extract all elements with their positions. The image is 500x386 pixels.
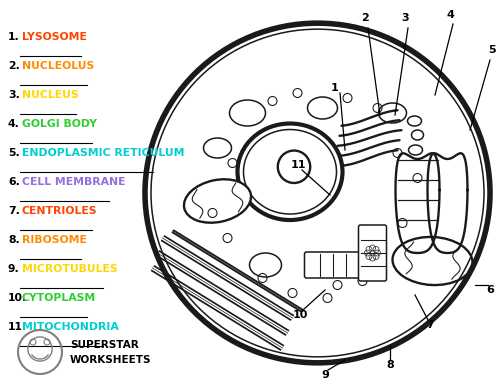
Text: 9.: 9. (8, 264, 20, 274)
Ellipse shape (184, 179, 251, 223)
Text: 7.: 7. (8, 206, 20, 216)
Text: 1: 1 (331, 83, 339, 93)
Text: MICROTUBULES: MICROTUBULES (22, 264, 118, 274)
Text: CELL MEMBRANE: CELL MEMBRANE (22, 177, 126, 187)
Text: 8.: 8. (8, 235, 20, 245)
Text: 3: 3 (401, 13, 409, 23)
Text: 11: 11 (290, 160, 306, 170)
Text: 10: 10 (292, 310, 308, 320)
Text: MITOCHONDRIA: MITOCHONDRIA (22, 322, 119, 332)
Text: 8: 8 (386, 360, 394, 370)
Text: ENDOPLASMIC RETICULUM: ENDOPLASMIC RETICULUM (22, 148, 184, 158)
Text: NUCLEUS: NUCLEUS (22, 90, 78, 100)
Text: 6: 6 (486, 285, 494, 295)
Text: RIBOSOME: RIBOSOME (22, 235, 87, 245)
Text: 2: 2 (361, 13, 369, 23)
Text: 10.: 10. (8, 293, 27, 303)
Ellipse shape (238, 124, 343, 220)
Text: 3.: 3. (8, 90, 20, 100)
Text: WORKSHEETS: WORKSHEETS (70, 355, 152, 365)
Text: 7: 7 (426, 320, 434, 330)
Text: NUCLEOLUS: NUCLEOLUS (22, 61, 94, 71)
Text: 11.: 11. (8, 322, 27, 332)
Text: 5.: 5. (8, 148, 20, 158)
Text: GOLGI BODY: GOLGI BODY (22, 119, 97, 129)
Text: SUPERSTAR: SUPERSTAR (70, 340, 139, 350)
Text: CYTOPLASM: CYTOPLASM (22, 293, 96, 303)
FancyBboxPatch shape (304, 252, 360, 278)
Ellipse shape (145, 23, 490, 363)
Text: 1.: 1. (8, 32, 20, 42)
Text: 2.: 2. (8, 61, 20, 71)
Text: 4.: 4. (8, 119, 20, 129)
Text: LYSOSOME: LYSOSOME (22, 32, 87, 42)
Text: CENTRIOLES: CENTRIOLES (22, 206, 98, 216)
FancyBboxPatch shape (358, 225, 386, 281)
Text: 9: 9 (321, 370, 329, 380)
Text: 5: 5 (488, 45, 496, 55)
Text: 4: 4 (446, 10, 454, 20)
Ellipse shape (392, 237, 472, 285)
Text: 6.: 6. (8, 177, 20, 187)
